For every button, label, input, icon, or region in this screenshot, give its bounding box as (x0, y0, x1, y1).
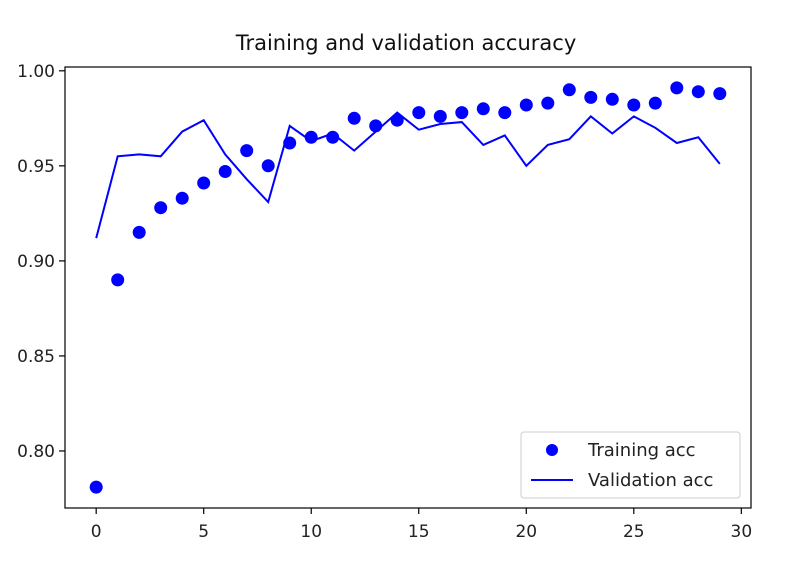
training-point (218, 165, 232, 178)
legend-marker-training (546, 444, 558, 456)
legend-label-validation: Validation acc (588, 470, 713, 491)
training-point (326, 130, 340, 144)
training-point (111, 273, 125, 287)
legend-box (520, 431, 741, 499)
training-point (476, 102, 490, 116)
x-tick-label: 25 (623, 522, 645, 542)
training-point (605, 92, 619, 106)
plot-area-frame (64, 66, 752, 509)
training-point (304, 130, 318, 144)
training-point (498, 106, 512, 120)
x-tick-label: 10 (300, 522, 322, 542)
training-point (648, 96, 662, 110)
x-tick-label: 20 (515, 522, 537, 542)
training-point (154, 201, 168, 215)
y-tick-label: 0.85 (17, 347, 55, 367)
series-line-validation (95, 111, 721, 239)
training-point (691, 85, 705, 99)
training-point (175, 191, 189, 205)
training-point (369, 119, 383, 133)
training-point (627, 98, 641, 112)
x-tick-label: 15 (408, 522, 430, 542)
y-tick-label: 0.95 (17, 157, 55, 177)
training-point (89, 480, 103, 494)
y-axis: 0.80 0.85 0.90 0.95 1.00 (17, 62, 65, 462)
x-tick-label: 5 (198, 522, 209, 542)
legend-label-training: Training acc (587, 440, 696, 461)
training-point (455, 106, 469, 120)
training-point (412, 106, 426, 120)
x-tick-label: 30 (731, 522, 753, 542)
training-point (197, 176, 211, 190)
y-tick-label: 0.80 (17, 442, 55, 462)
training-point (347, 111, 361, 125)
training-point (562, 83, 576, 97)
training-point (670, 81, 684, 95)
training-point (519, 98, 533, 112)
training-point (283, 136, 297, 150)
x-tick-label: 0 (91, 522, 102, 542)
training-point (713, 87, 727, 101)
series-layer (89, 81, 727, 494)
legend: Training acc Validation acc (520, 431, 741, 499)
chart-title: Training and validation accuracy (235, 31, 577, 55)
training-point (584, 90, 598, 104)
y-tick-label: 0.90 (17, 252, 55, 272)
y-tick-label: 1.00 (17, 62, 55, 82)
x-axis: 0 5 10 15 20 25 30 (91, 508, 752, 542)
training-point (390, 113, 404, 127)
training-point (541, 96, 555, 110)
training-point (433, 109, 447, 123)
training-point (240, 144, 254, 158)
training-point (261, 159, 275, 173)
training-point (132, 225, 146, 239)
